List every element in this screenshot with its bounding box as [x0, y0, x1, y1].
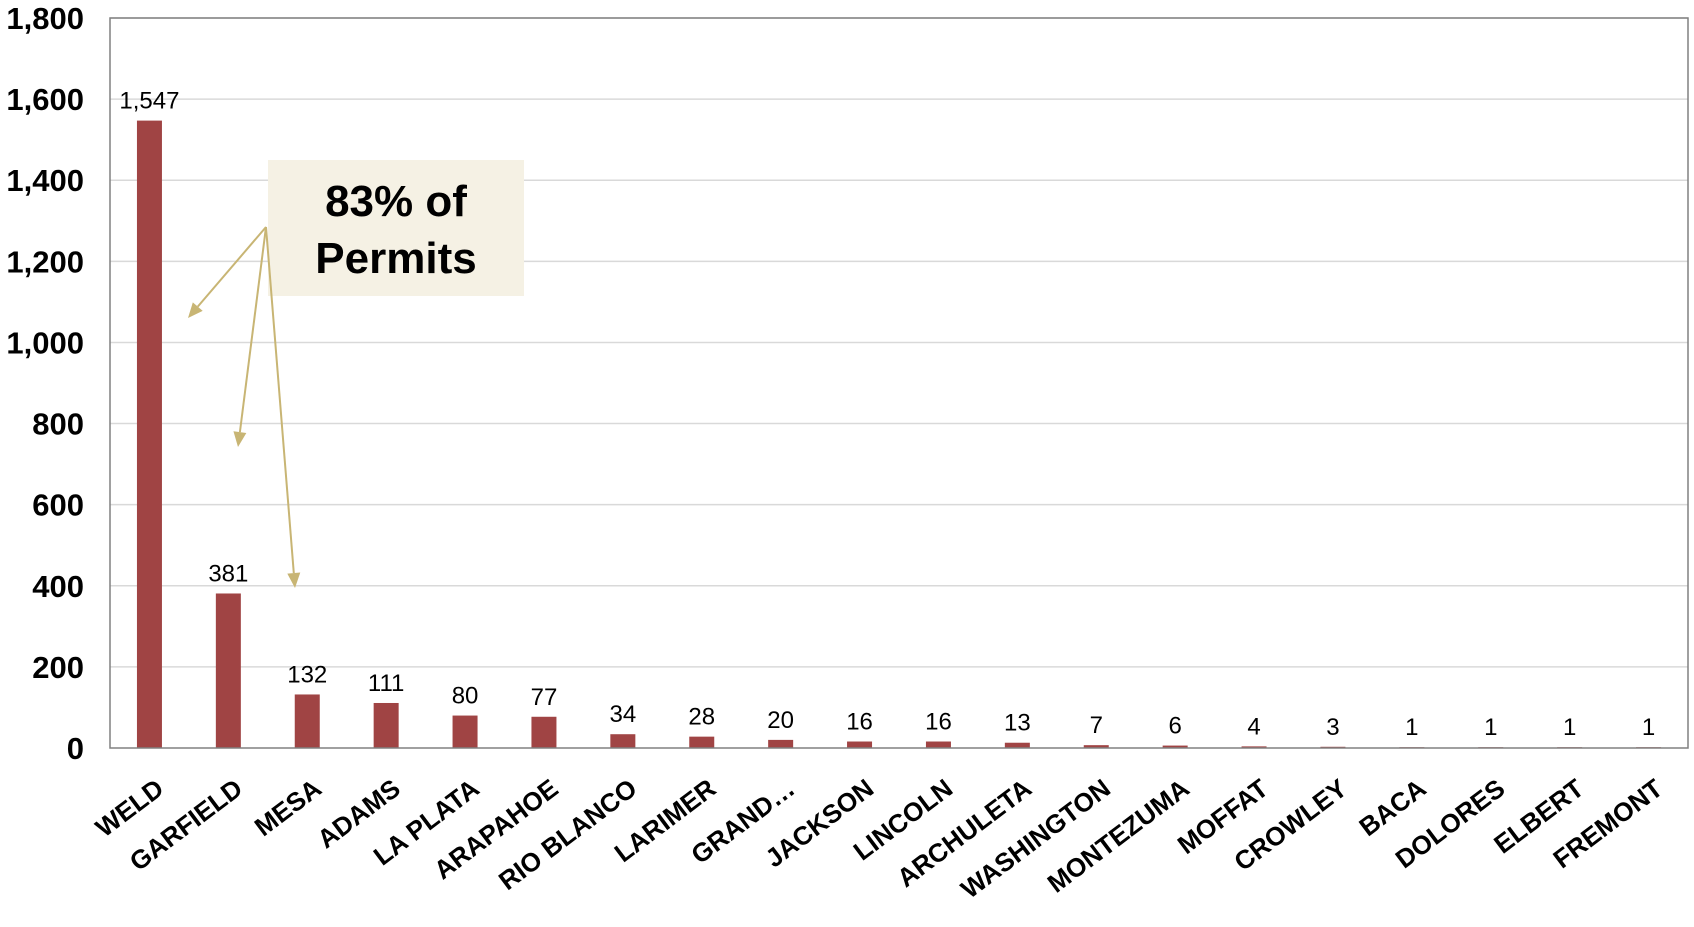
callout-arrow-line [238, 226, 267, 433]
data-label: 1,547 [119, 88, 179, 115]
bar-rio-blanco [610, 734, 636, 748]
callout-arrow-line [197, 226, 267, 308]
data-label: 111 [368, 670, 404, 697]
data-label: 1 [1484, 714, 1497, 741]
data-label: 132 [287, 661, 327, 688]
data-label: 28 [688, 704, 715, 731]
data-label: 1 [1405, 714, 1418, 741]
callout-arrows [188, 226, 301, 588]
y-tick-label: 400 [32, 569, 84, 604]
callout-arrowhead [188, 302, 203, 318]
y-tick-label: 800 [32, 407, 84, 442]
data-label: 1 [1642, 714, 1655, 741]
callout-text-line-1: 83% of [325, 177, 467, 226]
y-tick-label: 600 [32, 488, 84, 523]
bar-montezuma [1162, 745, 1188, 748]
gridlines [110, 17, 1688, 668]
callout-annotation: 83% of Permits [188, 160, 524, 588]
y-tick-label: 200 [32, 650, 84, 685]
bar-moffat [1241, 746, 1267, 748]
data-label: 7 [1090, 712, 1103, 739]
bar-grand [768, 739, 794, 748]
data-label: 34 [609, 701, 636, 728]
bar-la-plata [452, 715, 478, 748]
data-label: 1 [1563, 714, 1576, 741]
data-label: 13 [1004, 710, 1031, 737]
plot-area-frame [109, 17, 1689, 749]
callout-box [268, 160, 524, 296]
data-label: 16 [846, 709, 873, 736]
bar-washington [1083, 745, 1109, 748]
bar-larimer [689, 736, 715, 748]
y-tick-label: 1,600 [6, 82, 84, 117]
data-label: 77 [531, 684, 558, 711]
y-tick-label: 1,400 [6, 163, 84, 198]
bar-garfield [215, 593, 241, 748]
callout-arrowhead [287, 572, 301, 588]
y-tick-label: 1,000 [6, 325, 84, 360]
data-label: 4 [1247, 713, 1260, 740]
y-axis-ticks: 0 200 400 600 800 1,000 1,200 1,400 1,600 1,800 [6, 1, 84, 766]
data-label: 381 [208, 560, 248, 587]
y-tick-label: 1,800 [6, 1, 84, 36]
data-label: 3 [1326, 714, 1339, 741]
bars [136, 120, 1662, 749]
y-tick-label: 1,200 [6, 244, 84, 279]
bar-jackson [847, 741, 873, 748]
bar-adams [373, 702, 399, 748]
callout-arrow-line [265, 226, 295, 574]
bar-mesa [294, 694, 320, 748]
callout-arrowhead [233, 431, 247, 447]
bar-lincoln [925, 741, 951, 748]
data-label: 80 [452, 683, 479, 710]
bar-arapahoe [531, 716, 557, 748]
y-tick-label: 0 [67, 731, 84, 766]
data-label: 20 [767, 707, 794, 734]
bar-archuleta [1004, 742, 1030, 748]
data-label: 6 [1168, 713, 1181, 740]
bar-weld [136, 120, 162, 749]
data-label: 16 [925, 709, 952, 736]
callout-text-line-2: Permits [315, 234, 476, 283]
